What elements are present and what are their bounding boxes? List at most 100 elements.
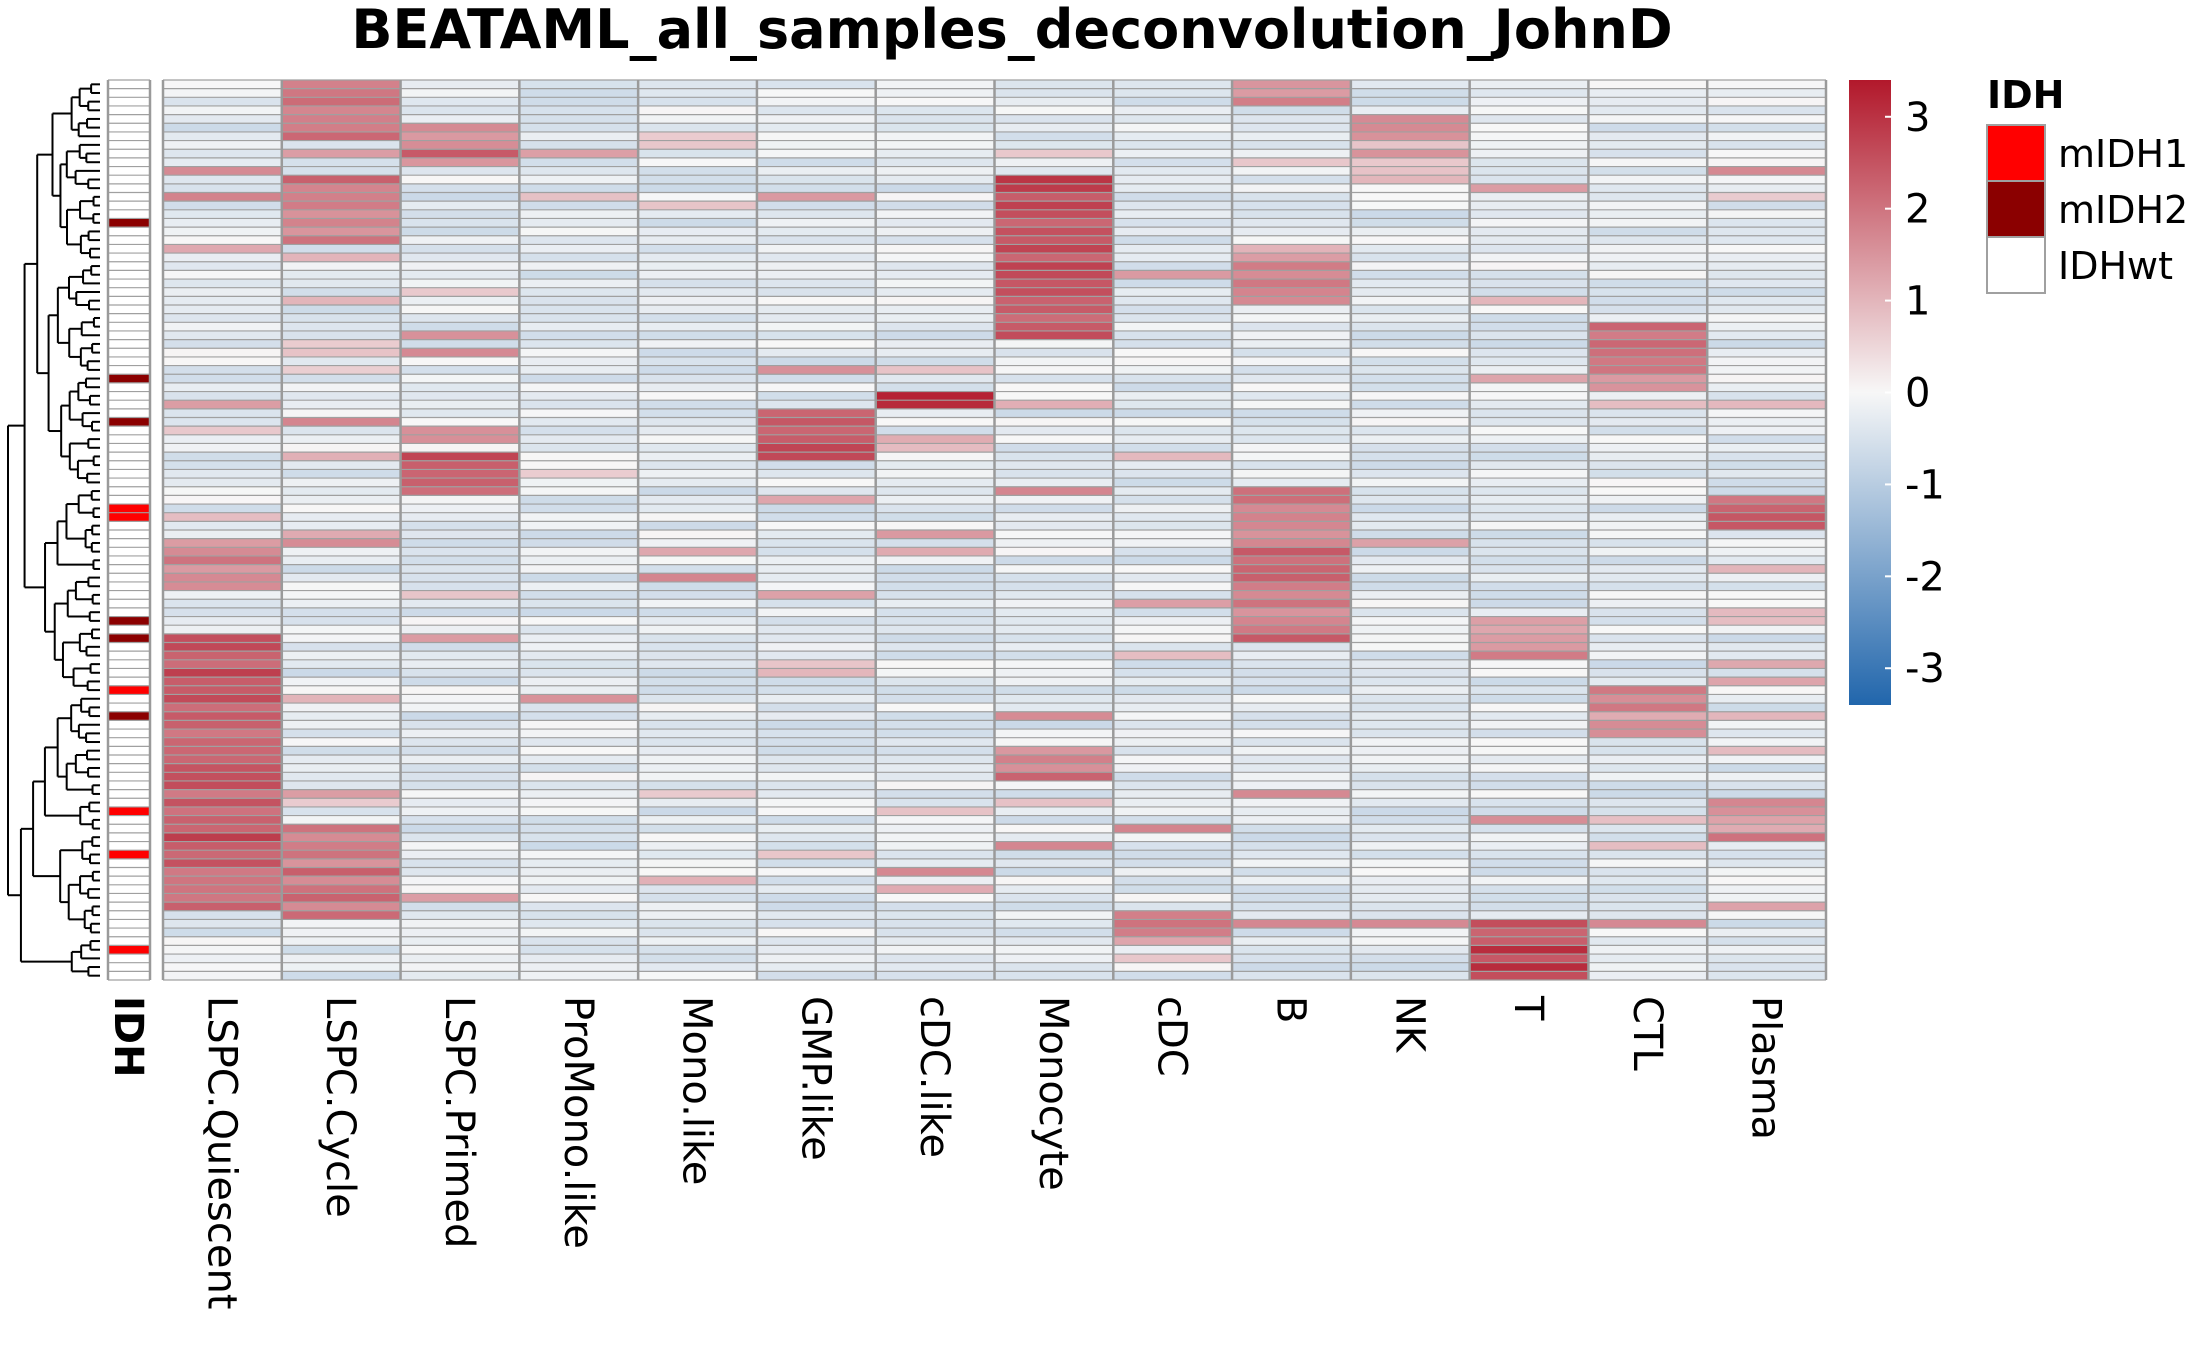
heatmap-cell [519,80,639,89]
heatmap-cell [994,218,1114,228]
heatmap-cell [163,114,283,124]
heatmap-cell [875,755,995,764]
heatmap-cell [756,720,877,730]
heatmap-cell [994,235,1114,245]
column-label: T [1505,995,1551,1021]
heatmap-cell [1232,729,1352,738]
heatmap-cell [1350,157,1470,167]
heatmap-cell [1113,114,1233,124]
heatmap-cell [875,824,995,834]
heatmap-cell [1350,737,1470,747]
heatmap-cell [638,417,758,427]
heatmap-cell [638,746,758,756]
column-labels: LSPC.Quiescent LSPC.Cycle LSPC.Primed ProMo… [198,995,1788,1309]
heatmap-cell [400,555,520,565]
heatmap-cell [519,391,639,401]
heatmap-cell [756,80,877,89]
heatmap-cell [994,460,1114,470]
heatmap-cell [638,651,758,661]
heatmap-cell [1588,123,1708,133]
heatmap-cell [1469,633,1589,643]
idh-annotation-cell [108,391,150,401]
heatmap-cell [1707,737,1827,747]
heatmap-cell [756,391,877,401]
heatmap-cell [163,140,283,150]
heatmap-cell [756,313,877,323]
heatmap-cell [638,729,758,738]
heatmap-cell [875,581,995,591]
heatmap-cell [1113,330,1233,340]
heatmap-cell [994,175,1114,185]
idh-annotation-cell [108,408,150,418]
heatmap-cell [1113,218,1233,228]
heatmap-cell [1232,244,1352,254]
heatmap-cell [638,616,758,626]
heatmap-cell [163,452,283,462]
idh-annotation-cell [108,780,150,790]
heatmap-cell [1469,305,1589,314]
heatmap-cell [875,374,995,384]
heatmap-cell [638,668,758,678]
heatmap-cell [875,893,995,903]
heatmap-cell [1350,711,1470,721]
heatmap-cell [1707,287,1827,297]
heatmap-cell [638,850,758,860]
heatmap-cell [1113,227,1233,237]
idh-annotation-column [108,80,150,981]
heatmap-cell [281,555,401,565]
heatmap-cell [400,677,520,687]
heatmap-cell [1707,590,1827,600]
heatmap-cell [756,201,877,211]
heatmap-cell [1469,625,1589,635]
heatmap-cell [163,642,283,652]
heatmap-cell [1469,954,1589,963]
heatmap-cell [875,616,995,626]
heatmap-cell [163,884,283,894]
heatmap-cell [400,729,520,738]
heatmap-cell [281,867,401,877]
heatmap-cell [875,668,995,678]
heatmap-cell [281,668,401,678]
heatmap-cell [875,227,995,237]
heatmap-cell [994,962,1114,972]
heatmap-cell [1588,374,1708,384]
heatmap-cell [994,711,1114,721]
heatmap-cell [638,330,758,340]
heatmap-cell [756,798,877,808]
heatmap-cell [400,140,520,150]
heatmap-cell [875,253,995,263]
idh-annotation-cell [108,140,150,150]
heatmap-cell [1350,201,1470,211]
heatmap-cell [994,590,1114,600]
heatmap-cell [1113,798,1233,808]
heatmap-cell [875,720,995,730]
heatmap-cell [163,261,283,271]
heatmap-cell [1350,512,1470,522]
heatmap-cell [1469,140,1589,150]
heatmap-cell [756,581,877,591]
heatmap-cell [1113,356,1233,366]
heatmap-cell [1232,408,1352,418]
idh-annotation-cell [108,711,150,721]
heatmap-cell [875,408,995,418]
heatmap-cell [519,651,639,661]
heatmap-cell [1469,547,1589,557]
heatmap-cell [1232,971,1352,981]
heatmap-cell [400,426,520,436]
heatmap-cell [400,175,520,185]
idh-annotation-cell [108,478,150,488]
heatmap-cell [1707,703,1827,713]
heatmap-cell [281,114,401,124]
idh-annotation-cell [108,677,150,687]
heatmap-cell [1469,711,1589,721]
heatmap-cell [1469,755,1589,764]
heatmap-cell [163,512,283,522]
heatmap-cell [1350,374,1470,384]
heatmap-cell [1113,426,1233,436]
heatmap-cell [519,279,639,288]
heatmap-cell [163,746,283,756]
heatmap-cell [1469,555,1589,565]
heatmap-cell [163,469,283,479]
idh-annotation-cell [108,339,150,349]
heatmap-cell [400,114,520,124]
